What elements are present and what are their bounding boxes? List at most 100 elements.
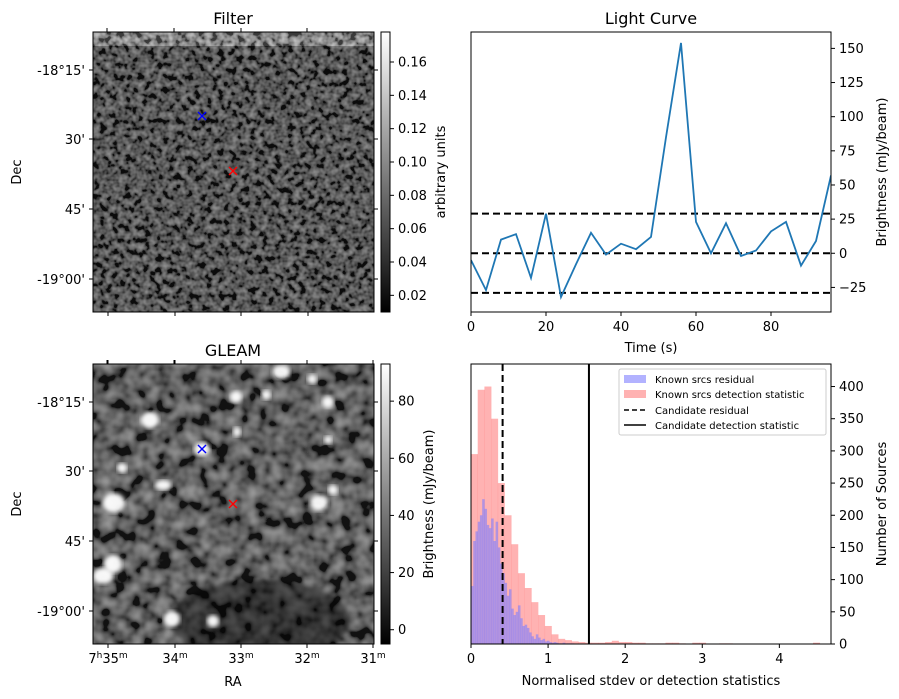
bright-source	[164, 611, 180, 627]
gleam-y-ticks: -18°15' 30' 45' -19°00'	[37, 360, 378, 620]
ra-minutes: 35	[102, 652, 119, 667]
gleam-panel: GLEAM -18°15'30'45'-19°00' 7h35m 34m 33m 32…	[10, 341, 437, 690]
colorbar-tick-label: 0.16	[398, 56, 427, 71]
x-tick-label: 80	[763, 320, 780, 335]
histogram-bar	[497, 547, 501, 644]
histogram-bar	[511, 544, 519, 644]
histogram-bar	[540, 640, 543, 644]
histogram-bar	[672, 642, 680, 644]
colorbar-tick-label: 0.12	[398, 122, 427, 137]
histogram-bar	[504, 515, 512, 644]
histogram-bar	[506, 595, 510, 644]
gleam-colorbar	[380, 363, 391, 645]
x-tick-label: 4	[775, 652, 783, 667]
gleam-xlabel: RA	[224, 675, 242, 690]
y-tick-label: 100	[839, 573, 864, 588]
histogram-bar	[544, 625, 552, 644]
y-tick-label: 125	[839, 76, 864, 91]
histogram-bar	[526, 627, 530, 644]
x-tick-label: 33m	[228, 651, 253, 667]
histogram-bar	[535, 634, 539, 644]
histogram-bar	[547, 640, 550, 644]
histogram-bar	[553, 642, 557, 644]
legend-label-residual: Known srcs residual	[655, 375, 754, 386]
bright-source	[261, 390, 271, 400]
histogram-bar	[555, 642, 559, 644]
y-tick-label: -18°15'	[37, 396, 85, 411]
histogram-legend: Known srcs residual Known srcs detection…	[618, 368, 827, 436]
light-curve-axes-frame	[470, 31, 832, 313]
y-tick-label: 30'	[65, 465, 85, 480]
histogram-bar	[491, 418, 499, 644]
marker-stroke	[197, 444, 207, 454]
light-curve-x-ticks: 0 20 40 60 80	[467, 312, 779, 335]
marker-stroke	[228, 166, 238, 176]
bright-source	[103, 493, 125, 513]
histogram-bar	[699, 642, 707, 644]
histogram-bar	[538, 637, 541, 644]
histogram-bar	[484, 386, 492, 644]
histogram-bar	[524, 624, 528, 644]
histogram-bar	[475, 531, 479, 644]
histogram-bar	[558, 638, 566, 644]
bright-source	[328, 485, 338, 495]
light-curve-threshold-lines	[471, 212, 831, 294]
filter-known-source-marker	[197, 111, 207, 121]
histogram-bar	[549, 642, 552, 644]
histogram-bar	[484, 508, 487, 644]
ra-minutes: 34	[162, 652, 179, 667]
y-tick-label: 0	[839, 247, 847, 262]
histogram-residual-bars	[471, 499, 575, 644]
y-tick-label: 0	[839, 638, 847, 653]
bright-source	[272, 365, 290, 379]
colorbar-tick-label: 0.08	[398, 189, 427, 204]
histogram-bar	[513, 615, 517, 644]
x-tick-label: 34m	[162, 651, 187, 667]
histogram-bar	[544, 641, 548, 644]
y-tick-label: 400	[839, 380, 864, 395]
bright-source	[233, 427, 241, 437]
x-tick-label: 40	[613, 320, 630, 335]
filter-colorbar-label: arbitrary units	[434, 125, 449, 218]
histogram-bar	[504, 582, 508, 644]
ra-minutes: 31	[360, 652, 377, 667]
light-curve-y-ticks: −25 0 25 50 75 100 125 150	[831, 42, 866, 296]
gleam-candidate-marker	[228, 499, 238, 509]
ra-hours-unit: h	[97, 651, 103, 661]
histogram-bar	[515, 611, 519, 644]
histogram-bar	[486, 524, 490, 644]
gleam-ylabel: Dec	[10, 491, 25, 516]
y-tick-label: 50	[839, 178, 856, 193]
histogram-bar	[495, 521, 499, 644]
histogram-ylabel: Number of Sources	[875, 442, 890, 567]
colorbar-tick-label: 60	[398, 452, 415, 467]
histogram-bar	[551, 634, 559, 644]
colorbar-tick-label: 0.14	[398, 89, 427, 104]
bright-source	[230, 391, 242, 403]
histogram-bar	[611, 640, 619, 644]
histogram-bar	[692, 642, 700, 644]
legend-label-candidate-residual: Candidate residual	[655, 406, 749, 417]
histogram-bar	[491, 518, 494, 644]
marker-stroke	[197, 111, 207, 121]
ra-minutes-unit: m	[245, 651, 254, 661]
bright-source	[155, 480, 171, 490]
histogram-xlabel: Normalised stdev or detection statistics	[522, 674, 781, 689]
gleam-axes-frame	[92, 363, 375, 645]
x-tick-label: 31m	[360, 651, 385, 667]
histogram-bar	[509, 589, 512, 644]
light-curve-series-line	[471, 42, 831, 300]
gleam-known-source-marker	[197, 444, 207, 454]
colorbar-tick-label: 0.04	[398, 256, 427, 271]
y-tick-label: 150	[839, 541, 864, 556]
bright-source	[310, 495, 328, 511]
legend-swatch-residual	[624, 375, 646, 383]
histogram-bar	[479, 515, 483, 644]
gleam-colorbar-label: Brightness (mJy/beam)	[422, 430, 437, 579]
ra-hours: 7	[88, 652, 96, 667]
x-tick-label: 1	[544, 652, 552, 667]
y-tick-label: 25	[839, 213, 856, 228]
histogram-bar	[473, 541, 476, 644]
y-tick-label: −25	[839, 281, 866, 296]
histogram-bar	[591, 642, 599, 644]
